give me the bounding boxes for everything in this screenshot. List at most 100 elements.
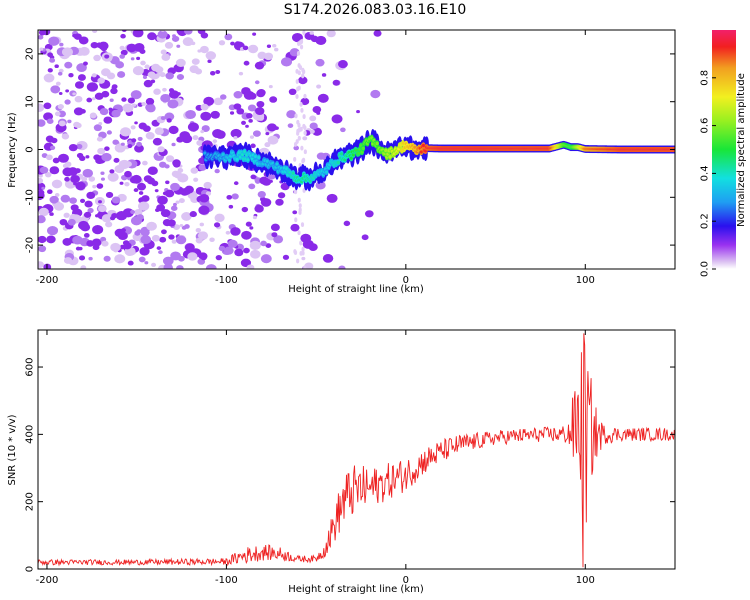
noise-speckle [297, 127, 301, 133]
noise-speckle [297, 85, 301, 91]
noise-speckle [252, 215, 257, 220]
noise-speckle [110, 242, 121, 252]
colorbar-tick-label: 0.4 [700, 165, 711, 181]
noise-speckle [254, 61, 265, 70]
spectrogram-x-ticks: -200 -100 0 100 [36, 30, 595, 286]
colorbar-label: Normalized spectral amplitude [736, 73, 747, 227]
noise-speckle [176, 44, 181, 48]
noise-speckle [114, 228, 125, 238]
noise-speckle [297, 70, 301, 76]
noise-speckle [52, 157, 60, 164]
noise-speckle [268, 84, 273, 89]
noise-speckle [257, 190, 266, 198]
noise-speckle [138, 256, 146, 263]
noise-speckle [168, 125, 179, 135]
noise-speckle [300, 107, 304, 113]
noise-speckle [141, 102, 146, 106]
noise-speckle [38, 103, 45, 112]
noise-speckle [223, 246, 234, 255]
noise-speckle [252, 32, 257, 36]
noise-speckle [166, 118, 172, 123]
trace-core [246, 158, 250, 162]
noise-speckle [215, 69, 221, 74]
noise-speckle [150, 79, 156, 84]
noise-speckle [295, 94, 299, 99]
noise-speckle [176, 265, 184, 269]
noise-speckle [179, 223, 184, 228]
noise-speckle [153, 88, 161, 95]
noise-speckle [277, 192, 286, 199]
noise-speckle [301, 246, 305, 252]
noise-speckle [75, 246, 81, 251]
noise-speckle [209, 237, 215, 243]
colorbar-tick-label: 0.6 [700, 118, 711, 134]
noise-speckle [54, 64, 59, 69]
noise-speckle [38, 189, 45, 196]
noise-speckle [230, 41, 235, 46]
noise-speckle [249, 135, 255, 139]
noise-speckle [111, 196, 121, 204]
noise-speckle [100, 45, 108, 52]
noise-speckle [85, 155, 90, 159]
noise-speckle [133, 188, 139, 193]
noise-speckle [154, 189, 159, 193]
noise-speckle [231, 193, 239, 200]
noise-speckle [76, 143, 83, 150]
noise-speckle [161, 53, 171, 61]
noise-speckle [300, 145, 304, 151]
noise-speckle [49, 212, 54, 216]
noise-speckle [230, 128, 242, 139]
noise-speckle [67, 119, 72, 124]
noise-speckle [104, 54, 110, 59]
snr-x-label: Height of straight line (km) [288, 584, 424, 595]
noise-speckle [312, 127, 322, 136]
noise-speckle [294, 217, 298, 223]
x-tick-label: 0 [403, 275, 409, 286]
noise-speckle [271, 232, 278, 238]
noise-speckle [187, 122, 199, 132]
noise-speckle [127, 260, 134, 266]
noise-speckle [64, 99, 71, 105]
noise-speckle [101, 152, 112, 162]
noise-speckle [105, 221, 113, 228]
noise-speckle [241, 230, 252, 240]
noise-speckle [76, 152, 84, 159]
noise-speckle [136, 141, 142, 147]
noise-speckle [137, 209, 142, 213]
noise-speckle [144, 64, 150, 70]
noise-speckle [86, 191, 96, 200]
noise-speckle [282, 254, 290, 260]
noise-speckle [121, 30, 127, 33]
noise-speckle [226, 194, 233, 200]
noise-speckle [332, 79, 340, 86]
noise-speckle [168, 234, 175, 240]
noise-speckle [248, 183, 256, 190]
noise-speckle [299, 240, 303, 246]
noise-speckle [210, 110, 220, 119]
noise-speckle [256, 89, 266, 97]
trace-core [221, 152, 225, 157]
noise-speckle [160, 93, 171, 103]
noise-speckle [233, 103, 242, 110]
noise-speckle [147, 71, 156, 78]
noise-speckle [122, 103, 134, 113]
noise-speckle [129, 176, 138, 184]
noise-speckle [343, 220, 351, 227]
noise-speckle [275, 198, 284, 206]
trace-core [336, 160, 340, 165]
trace-core [291, 171, 295, 175]
noise-speckle [229, 111, 235, 115]
snr-panel: -200 -100 0 100 0 200 400 600 Height of straig… [7, 329, 676, 595]
noise-speckle [175, 200, 180, 204]
trace-core [357, 151, 361, 155]
noise-speckle [322, 254, 334, 263]
noise-speckle [39, 166, 49, 174]
noise-speckle [51, 179, 63, 189]
noise-speckle [43, 73, 55, 83]
noise-speckle [88, 176, 96, 182]
y-tick-label: 200 [25, 492, 36, 511]
noise-speckle [38, 245, 47, 253]
noise-speckle [58, 68, 64, 73]
noise-speckle [115, 61, 125, 69]
